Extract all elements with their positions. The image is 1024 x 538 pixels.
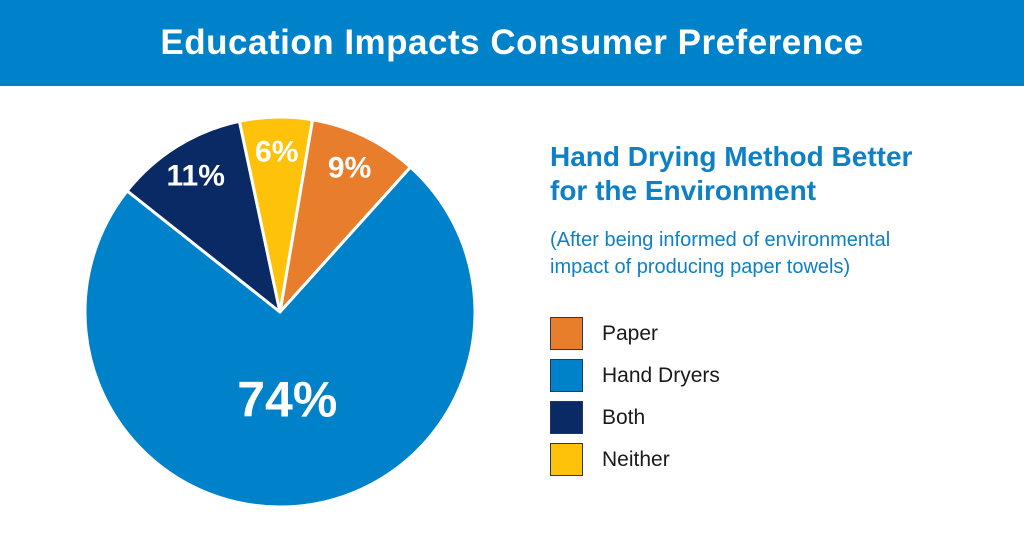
legend-swatch-both xyxy=(550,400,583,434)
pie-slice-paper xyxy=(278,118,412,314)
pie-slice-both xyxy=(125,119,282,314)
pie-chart: 9% 74% 11% 6% xyxy=(80,112,480,512)
legend: Paper Hand Dryers Both Neither xyxy=(550,316,970,476)
legend-item-both: Both xyxy=(550,400,970,434)
pie-slice-value-paper: 9% xyxy=(328,152,371,185)
chart-info-panel: Hand Drying Method Better for the Enviro… xyxy=(550,140,970,485)
pie-slice-neither xyxy=(237,115,315,314)
legend-label-hand-dryers: Hand Dryers xyxy=(602,363,720,387)
chart-subtitle: (After being informed of environmental i… xyxy=(550,229,891,278)
legend-item-paper: Paper xyxy=(550,316,970,350)
chart-title: Hand Drying Method Better for the Enviro… xyxy=(550,141,913,207)
pie-slice-value-both: 11% xyxy=(167,160,225,193)
legend-swatch-paper xyxy=(550,316,583,350)
title-banner: Education Impacts Consumer Preference xyxy=(0,0,1024,86)
legend-swatch-neither xyxy=(550,442,583,476)
pie-chart-svg: 9% 74% 11% 6% xyxy=(83,115,477,509)
pie-slice-hand-dryers xyxy=(83,165,477,509)
legend-item-hand-dryers: Hand Dryers xyxy=(550,358,970,392)
page-title: Education Impacts Consumer Preference xyxy=(160,23,864,62)
legend-label-neither: Neither xyxy=(602,447,670,471)
legend-label-paper: Paper xyxy=(602,321,659,345)
legend-label-both: Both xyxy=(602,405,646,429)
pie-slice-value-neither: 6% xyxy=(255,136,298,169)
legend-item-neither: Neither xyxy=(550,442,970,476)
pie-slice-value-hand-dryers: 74% xyxy=(237,371,337,427)
legend-swatch-hand-dryers xyxy=(550,358,583,392)
